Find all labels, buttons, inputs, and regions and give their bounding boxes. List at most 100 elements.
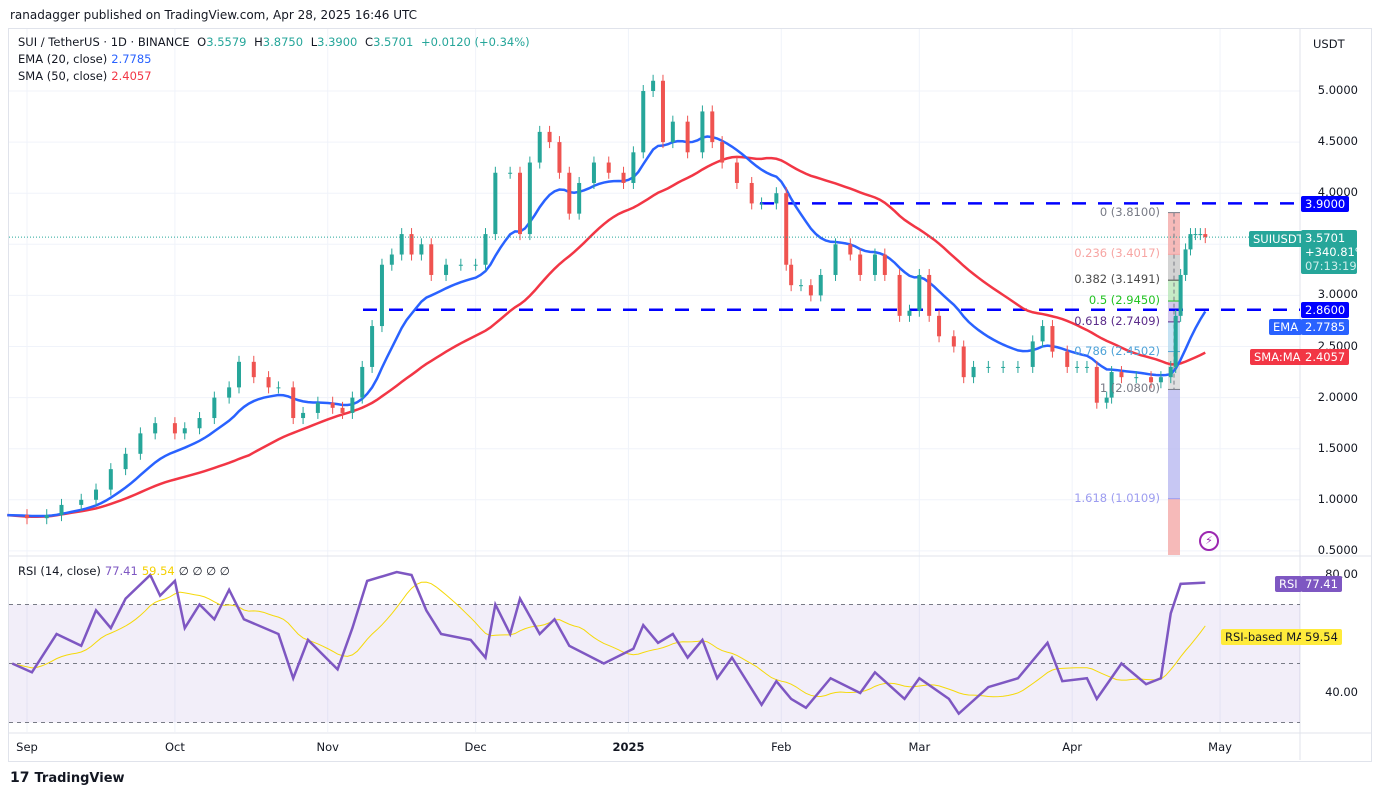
price-axis-label: 2.0000 xyxy=(1317,389,1358,404)
candle xyxy=(212,397,217,419)
ema-value: 2.7785 xyxy=(111,52,152,66)
candle xyxy=(789,264,794,286)
chart-frame xyxy=(8,28,1372,762)
candle xyxy=(493,172,498,235)
candle xyxy=(1001,366,1006,368)
price-axis-label: 5.0000 xyxy=(1317,83,1358,97)
tradingview-logo[interactable]: 17 TradingView xyxy=(10,770,125,786)
last-price: 3.5701 xyxy=(1305,231,1346,245)
rsi-name-tag: RSI xyxy=(1275,576,1302,592)
symbol-legend: SUI / TetherUS · 1D · BINANCE O3.5579 H3… xyxy=(18,35,534,49)
price-axis-label: 1.0000 xyxy=(1317,491,1358,506)
price-axis-label: 3.0000 xyxy=(1317,287,1358,302)
brand-name: TradingView xyxy=(34,770,125,786)
ema-name-tag: EMA xyxy=(1269,319,1303,335)
ema-legend[interactable]: EMA (20, close) 2.7785 xyxy=(18,52,156,66)
candle xyxy=(784,193,789,265)
last-price-tag: 3.5701 +340.81% 07:13:19 xyxy=(1301,230,1366,274)
sma-label: SMA (50, close) xyxy=(18,69,108,83)
resistance-price-tag: 3.9000 xyxy=(1301,196,1350,212)
candle xyxy=(138,433,143,454)
candle xyxy=(897,274,902,316)
candle xyxy=(444,264,449,275)
candle xyxy=(710,111,715,143)
candle xyxy=(123,453,128,470)
candle xyxy=(986,366,991,368)
candle xyxy=(1149,377,1154,383)
fib-level-label: 0.236 (3.4017) xyxy=(1074,246,1160,261)
candle xyxy=(379,264,384,327)
candle xyxy=(700,111,705,153)
candle xyxy=(330,402,335,408)
candle xyxy=(670,121,675,143)
candle xyxy=(927,274,932,316)
candle xyxy=(537,131,542,163)
rsi-legend[interactable]: RSI (14, close) 77.41 59.54 ∅ ∅ ∅ ∅ xyxy=(18,564,234,578)
candle xyxy=(236,361,241,388)
price-axis-label: 4.5000 xyxy=(1317,134,1358,149)
candle xyxy=(1075,366,1080,368)
candle xyxy=(360,366,365,398)
candle xyxy=(631,152,636,183)
price-axis-label: 0.5000 xyxy=(1317,542,1358,557)
candle xyxy=(473,264,478,266)
candle xyxy=(567,172,572,214)
candle xyxy=(389,254,394,265)
candle xyxy=(153,423,158,434)
candle xyxy=(1040,326,1045,342)
symbol-title: SUI / TetherUS · 1D · BINANCE xyxy=(18,35,190,49)
candle xyxy=(833,244,838,275)
high-value: 3.8750 xyxy=(262,35,304,49)
candle xyxy=(759,203,764,205)
time-axis-label: Nov xyxy=(316,740,339,754)
candle xyxy=(971,366,976,378)
high-label: H xyxy=(254,35,263,49)
publisher-caption: ranadagger published on TradingView.com,… xyxy=(10,8,418,22)
time-axis-label: Sep xyxy=(16,740,38,754)
candle xyxy=(1188,234,1193,250)
rsi-ma-name-tag: RSI-based MA xyxy=(1221,629,1308,645)
close-value: 3.5701 xyxy=(373,35,414,49)
candle xyxy=(907,310,912,316)
time-axis-label: Feb xyxy=(771,740,792,754)
fib-zone xyxy=(1168,389,1180,499)
candle xyxy=(458,264,463,266)
lightning-alert-icon[interactable]: ⚡ xyxy=(1199,531,1219,551)
fib-level-label: 0.786 (2.4502) xyxy=(1074,343,1160,358)
symbol-tag: SUIUSDT xyxy=(1249,231,1308,247)
candle xyxy=(882,254,887,275)
candle xyxy=(818,274,823,296)
low-label: L xyxy=(310,35,318,49)
candle xyxy=(108,469,113,490)
candle xyxy=(1198,234,1203,236)
candle xyxy=(720,142,725,163)
bar-countdown: 07:13:19 xyxy=(1305,259,1357,273)
candle xyxy=(961,346,966,378)
candle xyxy=(808,285,813,296)
ema-price-tag: 2.7785 xyxy=(1301,319,1350,335)
candle xyxy=(606,162,611,173)
candle xyxy=(409,234,414,255)
candle xyxy=(1084,366,1089,368)
rsi-ma-value-tag: 59.54 xyxy=(1301,629,1342,645)
candle xyxy=(79,499,84,505)
fib-level-label: 0.382 (3.1491) xyxy=(1074,272,1160,287)
fib-level-label: 0 (3.8100) xyxy=(1099,204,1160,219)
candle xyxy=(340,407,345,413)
candle xyxy=(419,244,424,255)
candle xyxy=(266,377,271,388)
candle xyxy=(547,131,552,143)
candle xyxy=(518,172,522,235)
candle xyxy=(749,182,754,204)
candle xyxy=(94,489,99,500)
sma-legend[interactable]: SMA (50, close) 2.4057 xyxy=(18,69,156,83)
candle xyxy=(399,234,404,255)
currency-unit[interactable]: USDT xyxy=(1313,37,1345,51)
rsi-value-tag: 77.41 xyxy=(1301,576,1342,592)
candle xyxy=(734,162,739,183)
change-value: +0.0120 (+0.34%) xyxy=(420,35,530,49)
candle xyxy=(1203,234,1208,238)
rsi-label: RSI (14, close) xyxy=(18,564,101,578)
fib-zone xyxy=(1168,498,1180,555)
